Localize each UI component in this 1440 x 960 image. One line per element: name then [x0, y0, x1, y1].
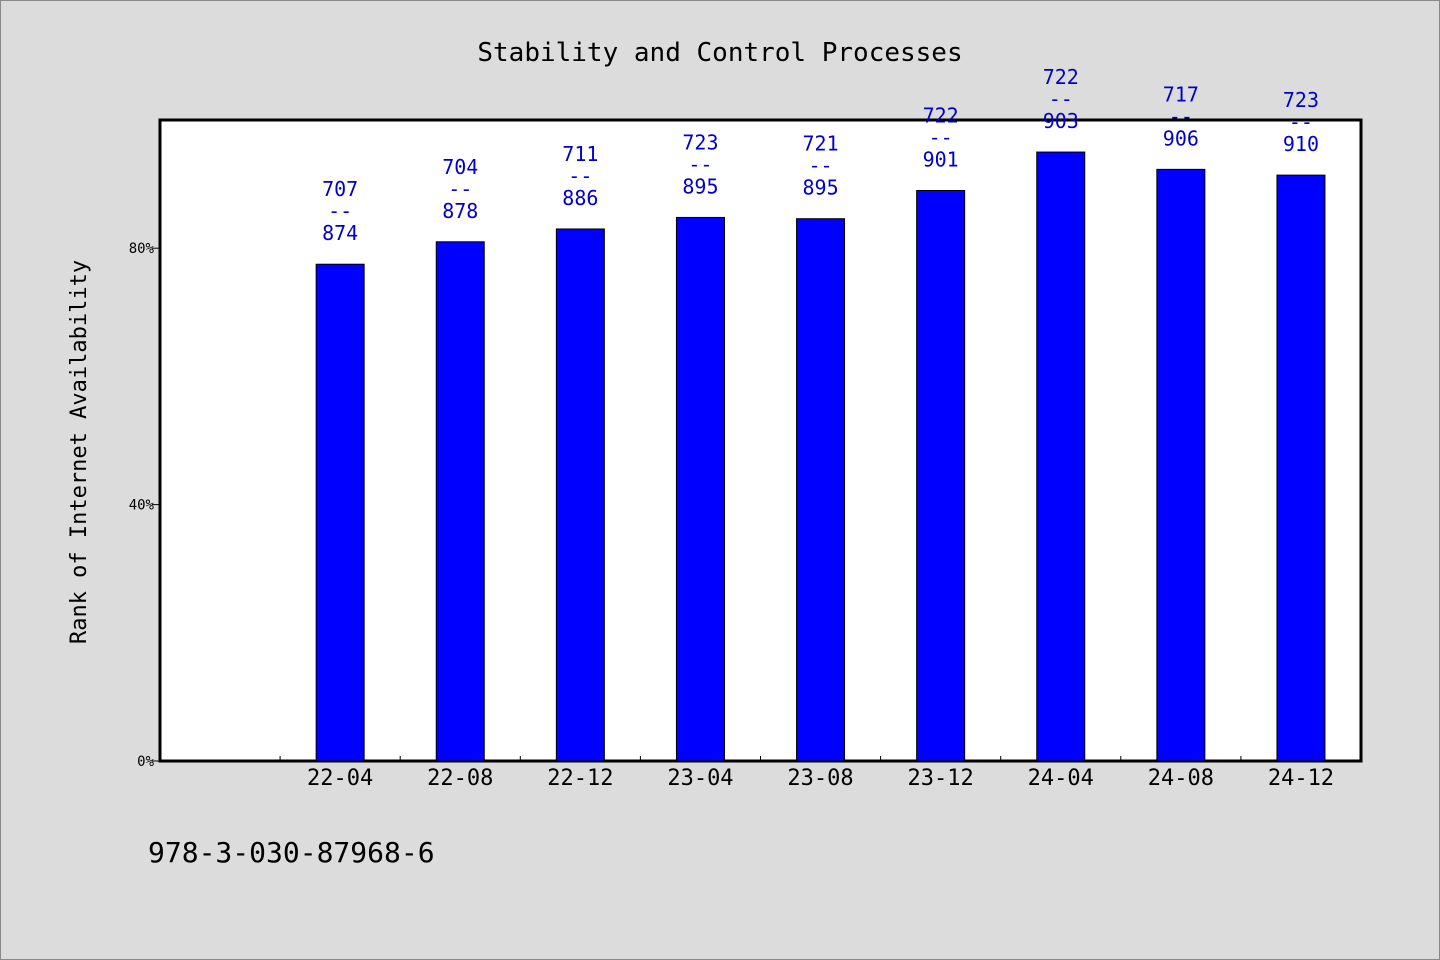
bar-label-separator: --	[328, 199, 352, 223]
bar	[796, 218, 846, 762]
bar	[1156, 168, 1206, 762]
x-tick-label: 24-04	[1028, 766, 1094, 791]
bar-label-separator: --	[1049, 87, 1073, 111]
y-tick-label: 0%	[137, 754, 154, 770]
bar-label-top: 704	[442, 155, 478, 179]
bar-label-bottom: 895	[682, 174, 718, 198]
bar-label-top: 722	[923, 104, 959, 128]
bar-label-top: 721	[802, 132, 838, 156]
bar	[916, 190, 966, 762]
bar-label-top: 711	[562, 142, 598, 166]
bar-label-separator: --	[929, 126, 953, 150]
bar-label-bottom: 878	[442, 199, 478, 223]
chart-title: Stability and Control Processes	[477, 38, 962, 68]
y-axis: 0% 40% 80%	[129, 241, 160, 770]
bar-label-bottom: 903	[1043, 109, 1079, 133]
bar-label-bottom: 910	[1283, 132, 1319, 156]
x-tick-label: 24-12	[1268, 766, 1334, 791]
bar-label-bottom: 906	[1163, 126, 1199, 150]
bar-label-separator: --	[1169, 104, 1193, 128]
bar	[555, 228, 605, 762]
x-tick-label: 22-04	[307, 766, 373, 791]
x-axis: 22-04 22-08 22-12 23-04 23-08 23-12 24-04 24-08…	[279, 756, 1334, 791]
bar	[435, 241, 485, 762]
bar	[675, 216, 725, 762]
isbn-footer: 978-3-030-87968-6	[148, 836, 435, 869]
bar-label-bottom: 874	[322, 221, 358, 245]
bar-label-bottom: 886	[562, 186, 598, 210]
bar-label-separator: --	[568, 164, 592, 188]
bar-group	[315, 151, 1326, 762]
y-axis-label: Rank of Internet Availability	[67, 260, 92, 644]
x-tick-label: 23-08	[787, 766, 853, 791]
y-tick-label: 80%	[129, 241, 155, 257]
bar	[1276, 174, 1326, 762]
bar-label-separator: --	[448, 177, 472, 201]
bar	[315, 263, 365, 762]
bar-label-top: 707	[322, 177, 358, 201]
bar-label-top: 723	[682, 130, 718, 154]
bar-label-separator: --	[1289, 110, 1313, 134]
y-tick-label: 40%	[129, 498, 155, 514]
bar-label-separator: --	[809, 154, 833, 178]
bar-label-top: 723	[1283, 88, 1319, 112]
x-tick-label: 22-08	[427, 766, 493, 791]
bar-label-top: 717	[1163, 82, 1199, 106]
bar-label-group: 707--874704--878711--886723--895721--895…	[322, 65, 1319, 245]
bar-label-top: 722	[1043, 65, 1079, 89]
bar-label-bottom: 895	[802, 176, 838, 200]
x-tick-label: 24-08	[1148, 766, 1214, 791]
x-tick-label: 22-12	[547, 766, 613, 791]
bar-label-bottom: 901	[923, 148, 959, 172]
bar	[1036, 151, 1086, 762]
x-tick-label: 23-12	[908, 766, 974, 791]
bar-label-separator: --	[688, 152, 712, 176]
x-tick-label: 23-04	[667, 766, 733, 791]
